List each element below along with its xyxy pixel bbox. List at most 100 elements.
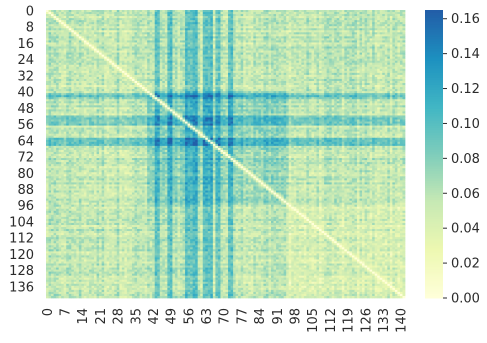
heatmap-cell xyxy=(311,55,314,57)
heatmap-cell xyxy=(152,38,155,40)
heatmap-cell xyxy=(92,51,95,53)
heatmap-cell xyxy=(377,49,380,51)
heatmap-cell xyxy=(359,63,362,65)
heatmap-cell xyxy=(299,65,302,67)
heatmap-cell xyxy=(150,22,153,24)
heatmap-cell xyxy=(268,51,271,53)
heatmap-cell xyxy=(314,65,317,67)
heatmap-cell xyxy=(296,32,299,34)
heatmap-cell xyxy=(74,26,77,28)
heatmap-cell xyxy=(200,53,203,55)
heatmap-cell xyxy=(382,26,385,28)
heatmap-cell xyxy=(392,20,395,22)
heatmap-cell xyxy=(248,73,251,75)
heatmap-cell xyxy=(238,51,241,53)
heatmap-cell xyxy=(200,42,203,44)
heatmap-cell xyxy=(231,22,234,24)
heatmap-cell xyxy=(84,40,87,42)
heatmap-cell xyxy=(177,57,180,59)
heatmap-cell xyxy=(137,18,140,20)
heatmap-cell xyxy=(127,71,130,73)
heatmap-cell xyxy=(395,63,398,65)
heatmap-cell xyxy=(81,18,84,20)
heatmap-cell xyxy=(142,38,145,40)
heatmap-cell xyxy=(357,42,360,44)
heatmap-cell xyxy=(61,26,64,28)
heatmap-cell xyxy=(274,26,277,28)
heatmap-cell xyxy=(294,42,297,44)
heatmap-cell xyxy=(165,22,168,24)
heatmap-cell xyxy=(233,18,236,20)
heatmap-cell xyxy=(218,10,221,12)
heatmap-cell xyxy=(122,28,125,30)
heatmap-cell xyxy=(289,30,292,32)
heatmap-cell xyxy=(334,32,337,34)
heatmap-cell xyxy=(397,65,400,67)
heatmap-cell xyxy=(334,30,337,32)
heatmap-cell xyxy=(97,55,100,57)
heatmap-cell xyxy=(309,20,312,22)
heatmap-cell xyxy=(157,77,160,79)
heatmap-cell xyxy=(129,65,132,67)
heatmap-cell xyxy=(281,55,284,57)
heatmap-cell xyxy=(114,28,117,30)
heatmap-cell xyxy=(339,24,342,26)
heatmap-cell xyxy=(140,65,143,67)
heatmap-cell xyxy=(137,22,140,24)
heatmap-cell xyxy=(322,75,325,77)
heatmap-cell xyxy=(109,71,112,73)
heatmap-cell xyxy=(81,55,84,57)
heatmap-cell xyxy=(137,42,140,44)
heatmap-cell xyxy=(200,12,203,14)
heatmap-cell xyxy=(271,47,274,49)
heatmap-cell xyxy=(54,24,57,26)
heatmap-cell xyxy=(400,53,403,55)
heatmap-cell xyxy=(375,59,378,61)
heatmap-cell xyxy=(218,26,221,28)
heatmap-cell xyxy=(119,69,122,71)
heatmap-cell xyxy=(339,79,342,81)
heatmap-cell xyxy=(301,63,304,65)
heatmap-cell xyxy=(180,47,183,49)
heatmap-cell xyxy=(296,38,299,40)
heatmap-cell xyxy=(223,38,226,40)
heatmap-cell xyxy=(294,63,297,65)
heatmap-cell xyxy=(382,10,385,12)
heatmap-cell xyxy=(276,73,279,75)
heatmap-cell xyxy=(109,81,112,83)
heatmap-cell xyxy=(322,71,325,73)
heatmap-cell xyxy=(375,10,378,12)
heatmap-cell xyxy=(263,69,266,71)
heatmap-cell xyxy=(377,44,380,46)
heatmap-cell xyxy=(213,16,216,18)
heatmap-cell xyxy=(352,40,355,42)
heatmap-cell xyxy=(220,59,223,61)
heatmap-cell xyxy=(291,79,294,81)
heatmap-cell xyxy=(119,75,122,77)
heatmap-cell xyxy=(281,24,284,26)
heatmap-cell xyxy=(107,73,110,75)
heatmap-cell xyxy=(203,79,206,81)
heatmap-cell xyxy=(200,65,203,67)
heatmap-cell xyxy=(183,36,186,38)
heatmap-cell xyxy=(319,55,322,57)
heatmap-cell xyxy=(200,71,203,73)
heatmap-cell xyxy=(81,73,84,75)
heatmap-cell xyxy=(170,40,173,42)
heatmap-cell xyxy=(370,53,373,55)
heatmap-cell xyxy=(248,71,251,73)
heatmap-cell xyxy=(324,71,327,73)
heatmap-cell xyxy=(306,20,309,22)
heatmap-cell xyxy=(71,24,74,26)
heatmap-cell xyxy=(279,73,282,75)
heatmap-cell xyxy=(162,67,165,69)
heatmap-cell xyxy=(223,49,226,51)
heatmap-cell xyxy=(362,47,365,49)
heatmap-cell xyxy=(281,42,284,44)
heatmap-cell xyxy=(97,51,100,53)
heatmap-cell xyxy=(334,59,337,61)
heatmap-cell xyxy=(86,12,89,14)
heatmap-cell xyxy=(228,69,231,71)
heatmap-cell xyxy=(296,26,299,28)
heatmap-cell xyxy=(99,34,102,36)
